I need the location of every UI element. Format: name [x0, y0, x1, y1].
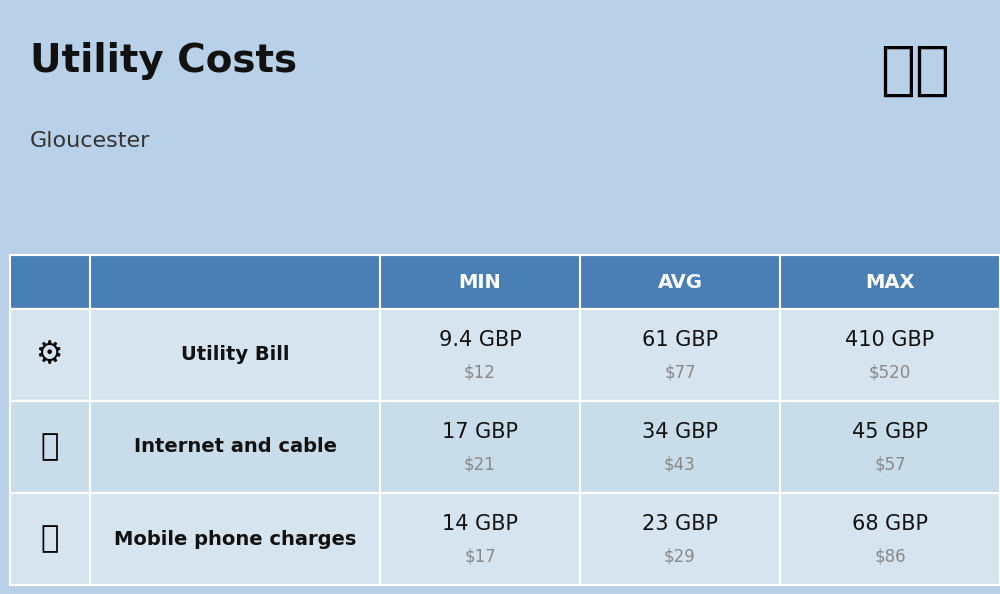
Text: AVG: AVG — [657, 273, 702, 292]
Text: 📡: 📡 — [41, 432, 59, 462]
FancyBboxPatch shape — [10, 401, 1000, 493]
FancyBboxPatch shape — [10, 401, 90, 493]
Text: 23 GBP: 23 GBP — [642, 514, 718, 534]
Text: 45 GBP: 45 GBP — [852, 422, 928, 442]
Text: $17: $17 — [464, 548, 496, 566]
Text: 68 GBP: 68 GBP — [852, 514, 928, 534]
Text: 9.4 GBP: 9.4 GBP — [439, 330, 521, 350]
Text: $43: $43 — [664, 456, 696, 474]
FancyBboxPatch shape — [10, 493, 1000, 585]
Text: 14 GBP: 14 GBP — [442, 514, 518, 534]
Text: Mobile phone charges: Mobile phone charges — [114, 530, 356, 548]
Text: Utility Bill: Utility Bill — [181, 346, 289, 364]
FancyBboxPatch shape — [10, 493, 90, 585]
FancyBboxPatch shape — [10, 309, 90, 401]
Text: Internet and cable: Internet and cable — [134, 438, 336, 456]
Text: 🇬🇧: 🇬🇧 — [880, 42, 950, 99]
Text: 📱: 📱 — [41, 525, 59, 554]
Text: $21: $21 — [464, 456, 496, 474]
Text: 17 GBP: 17 GBP — [442, 422, 518, 442]
Text: $86: $86 — [874, 548, 906, 566]
Text: $29: $29 — [664, 548, 696, 566]
Text: $12: $12 — [464, 364, 496, 382]
Text: ⚙️: ⚙️ — [36, 340, 64, 369]
Text: $520: $520 — [869, 364, 911, 382]
Text: $57: $57 — [874, 456, 906, 474]
Text: MAX: MAX — [865, 273, 915, 292]
Text: Gloucester: Gloucester — [30, 131, 150, 151]
Text: MIN: MIN — [459, 273, 501, 292]
Text: 34 GBP: 34 GBP — [642, 422, 718, 442]
Text: 61 GBP: 61 GBP — [642, 330, 718, 350]
Text: Utility Costs: Utility Costs — [30, 42, 297, 80]
Text: $77: $77 — [664, 364, 696, 382]
FancyBboxPatch shape — [10, 255, 1000, 309]
FancyBboxPatch shape — [10, 309, 1000, 401]
Text: 410 GBP: 410 GBP — [845, 330, 935, 350]
